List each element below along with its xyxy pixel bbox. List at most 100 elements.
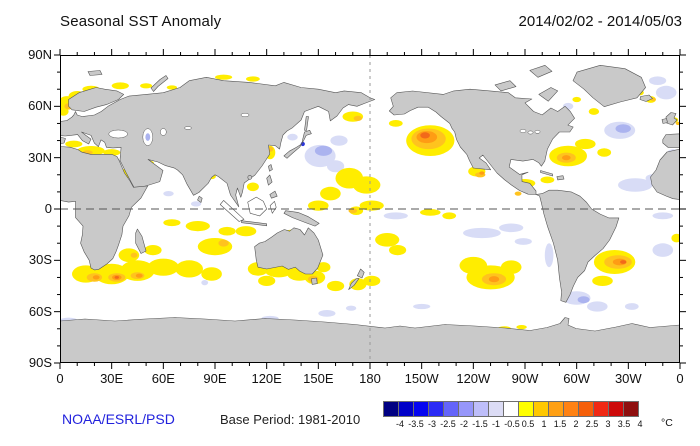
colorbar-tick-label: 2.5 [585,419,599,429]
anomaly-blob [318,310,336,317]
anomaly-blob [163,191,174,197]
landmass-north-america [389,88,575,195]
anomaly-blob [166,85,178,90]
anomaly-blob [218,239,229,247]
anomaly-blob [383,212,408,220]
landmass-nz-south [348,278,360,290]
colorbar-tick-label: 1.5 [553,419,567,429]
lon-tick-label: 0 [56,371,64,386]
landmass-africa [60,146,149,271]
anomaly-blob [163,219,181,227]
landmass-sulawesi [269,201,277,214]
land-layer [60,65,680,363]
landmass-nw-africa [650,148,680,200]
anomaly-blob [201,280,209,286]
lon-tick-label: 120E [251,371,282,386]
colorbar-tick-label: 3 [605,419,611,429]
landmass-scandinavia [68,87,124,112]
anomaly-blob [175,260,203,278]
landmass-greenland [572,65,646,107]
anomaly-blob [500,260,522,274]
anomaly-blob [218,226,236,236]
anomaly-blob [624,303,639,310]
anomaly-blob [479,171,485,175]
anomaly-blob [562,155,571,161]
colorbar [383,401,639,417]
great-lakes-3 [534,129,541,134]
anomaly-blob [65,140,83,148]
anomaly-blob [671,233,680,243]
colorbar-tick-label: -0.5 [504,419,520,429]
lon-tick-label: 120W [456,371,491,386]
anomaly-blob [197,238,233,256]
landmass-svalbard [87,70,103,76]
anomaly-blob [442,212,457,220]
anomaly-blob [314,145,333,156]
colorbar-cell [473,401,489,417]
anomaly-blob [499,223,524,233]
landmass-java [241,220,267,227]
landmass-britain [665,112,678,126]
anomaly-blob [60,107,69,116]
colorbar-tick-label: -1 [491,419,500,429]
colorbar-tick-label: -2 [459,419,468,429]
landmass-sakhalin [304,116,309,131]
lon-tick-label: 30W [614,371,642,386]
anomaly-blob [615,124,631,133]
lat-tick-label: 60N [28,98,52,114]
colorbar-cell [488,401,504,417]
lon-tick-label: 180 [359,371,381,386]
anomaly-blob [235,226,257,237]
colorbar-cell [593,401,609,417]
lat-tick-label: 0 [44,200,52,216]
anomaly-blob [459,256,488,275]
anomaly-blob [246,76,260,82]
lat-tick-label: 60S [28,303,52,319]
anomaly-blob [92,275,100,280]
lon-tick-label: 0 [676,371,684,386]
anomaly-blob [140,83,153,89]
anomaly-blob [363,275,381,286]
aral-sea [160,128,167,136]
world-map [54,49,686,369]
anomaly-blob [514,238,532,245]
anomaly-blob [308,200,329,211]
colorbar-tick-label: -3.5 [408,419,424,429]
lon-tick-label: 90E [203,371,227,386]
anomaly-blob [577,296,590,304]
colorbar-cell [428,401,444,417]
colorbar-tick-label: -1.5 [472,419,488,429]
colorbar-cell [458,401,474,417]
anomaly-blob [327,160,345,173]
anomaly-blob [649,76,667,85]
anomaly-blob [114,276,119,279]
landmass-sumatra [219,200,245,222]
landmass-sri-lanka [197,195,203,203]
anomaly-blob [353,115,363,121]
colorbar-cell [563,401,579,417]
landmass-ireland [661,118,668,124]
colorbar-cell [623,401,639,417]
anomaly-blob [655,85,677,100]
landmass-cuba [540,170,553,177]
lon-tick-label: 60E [151,371,175,386]
anomaly-blob [652,212,674,220]
anomaly-blob [330,135,348,146]
anomaly-blob [592,275,613,286]
anomaly-blob [375,233,400,247]
landmass-south-america [535,189,620,303]
landmass-ellesmere [529,65,553,78]
anomaly-blob [120,260,155,281]
anomaly-blob [572,96,581,103]
anomaly-blob [201,267,222,281]
lat-tick-label: 30S [28,252,52,268]
credit-link[interactable]: NOAA/ESRL/PSD [62,411,175,427]
colorbar-tick-label: 1 [541,419,547,429]
landmass-luzon [266,174,273,186]
great-lakes-2 [527,130,534,135]
lon-tick-label: 90W [511,371,539,386]
landmass-victoria-island [494,80,517,92]
colorbar-tick-label: 3.5 [617,419,631,429]
colorbar-unit: °C [661,417,673,429]
landmass-iberia [662,133,680,148]
